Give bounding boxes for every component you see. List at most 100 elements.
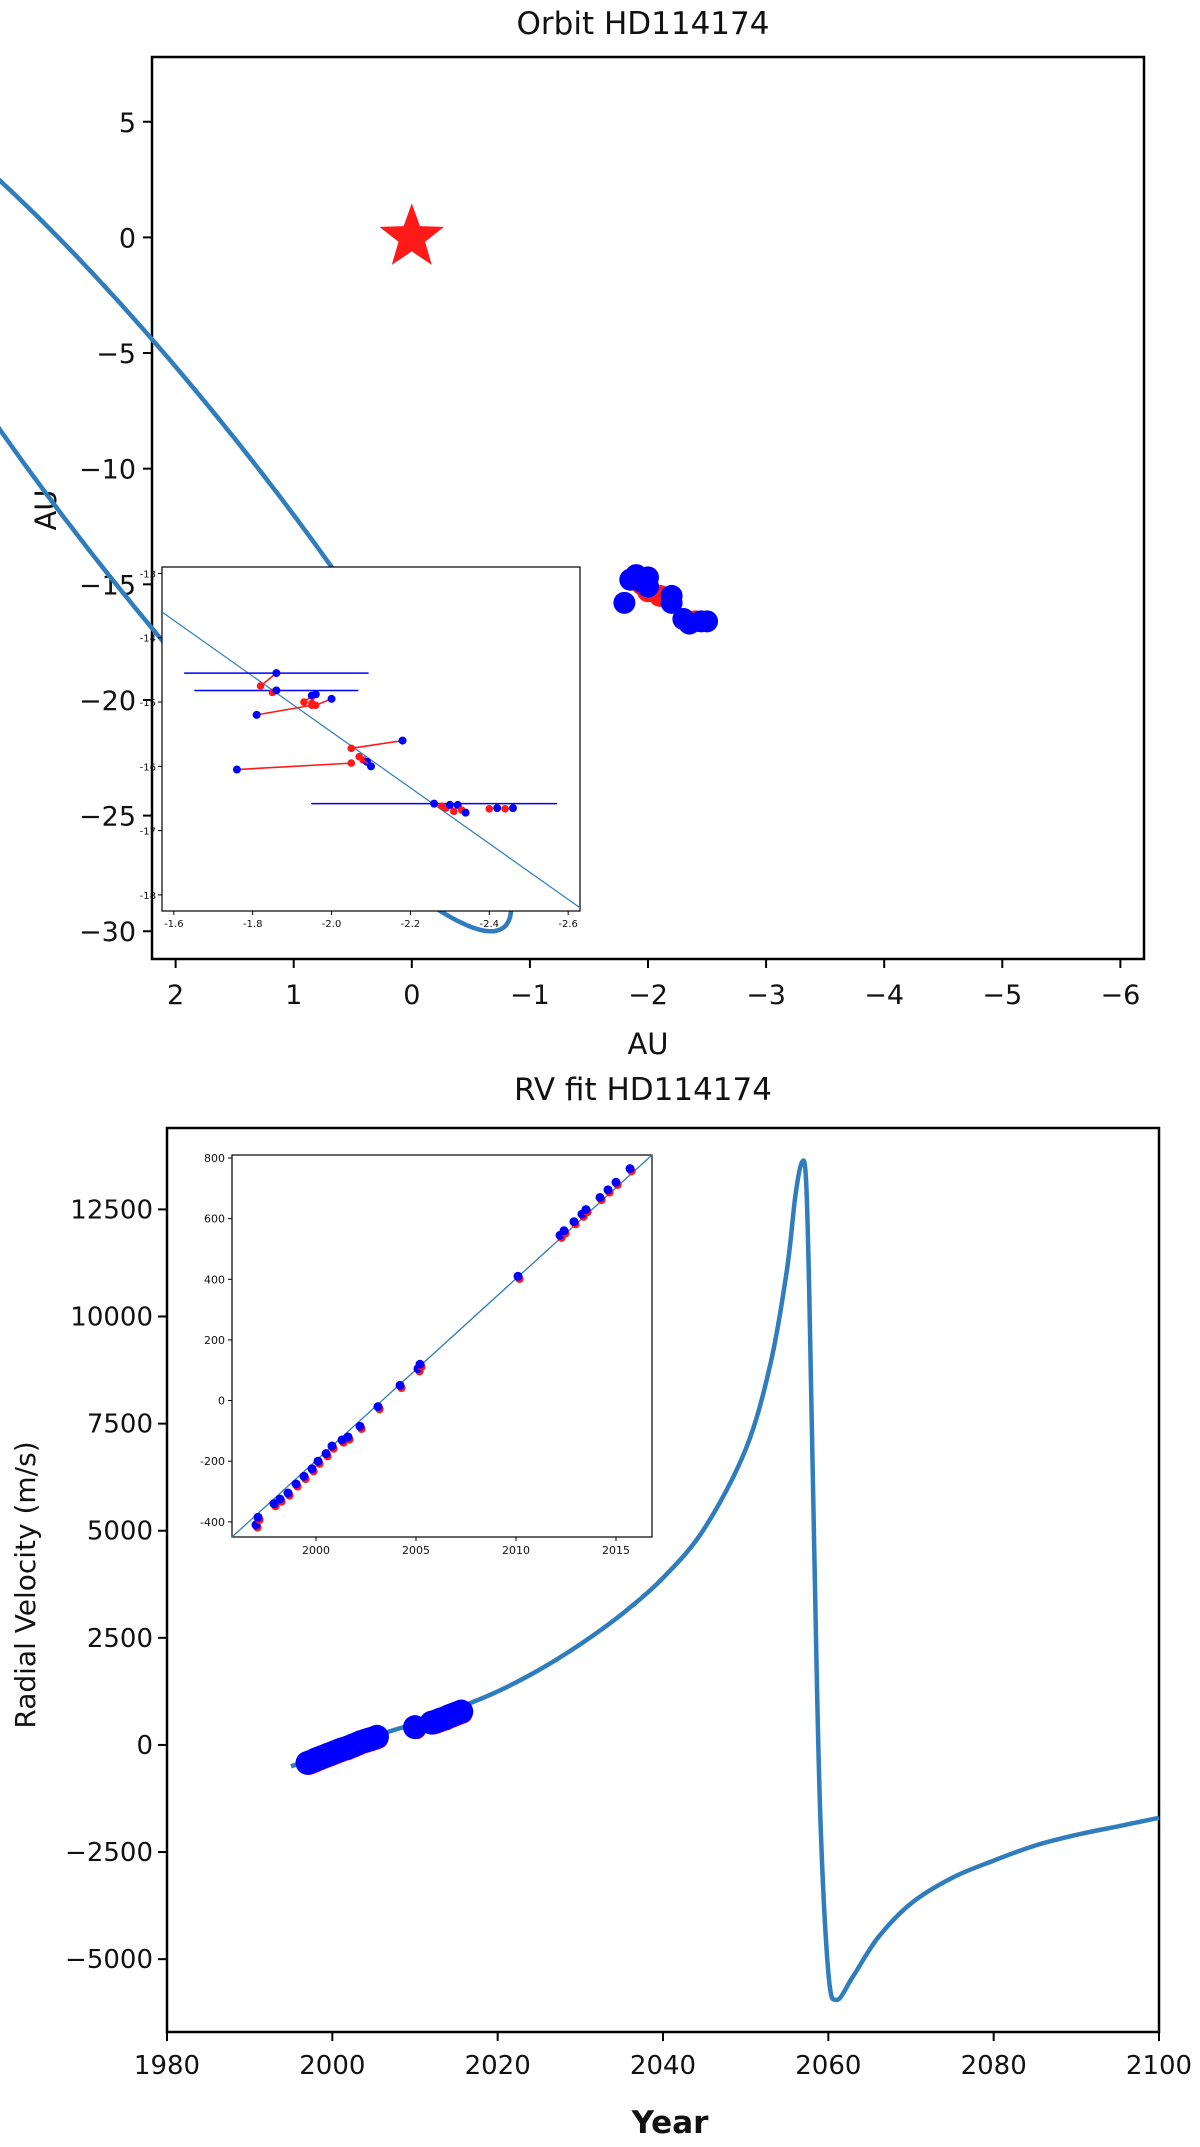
rv-inset-y-tick-label: 0 [218,1395,225,1408]
orbit-inset-observed-point [398,736,407,745]
rv-x-ticks: 1980 2000 2020 2040 2060 2080 2100 [134,2032,1192,2081]
rv-y-axis-label: Radial Velocity (m/s) [9,1441,42,1728]
orbit-inset-model-point [438,802,446,810]
orbit-inset-model-point [347,744,356,753]
orbit-x-tick-label: 1 [285,980,302,1011]
orbit-y-tick-label: −30 [79,917,136,948]
rv-x-tick-label: 2000 [299,2051,365,2081]
orbit-x-tick-label: −1 [510,980,550,1011]
orbit-inset: -1.6 -1.8 -2.0 -2.2 -2.4 -2.6 -13 -14 -15 -16 -17 -… [140,566,581,930]
rv-inset-plot [231,1154,653,1538]
rv-inset-observed-point [559,1226,569,1236]
orbit-x-ticks: 2 1 0 −1 −2 −3 −4 −5 −6 [167,959,1140,1011]
orbit-inset-model-point [501,804,509,813]
rv-y-tick-label: 7500 [87,1410,153,1440]
host-star-marker [379,203,445,265]
orbit-inset-observed-point [232,765,241,774]
orbit-x-tick-label: −3 [746,980,786,1011]
orbit-y-ticks: 50−5−10−15−20−25−30 [79,108,152,948]
orbit-inset-observed-point [327,694,336,703]
rv-inset-y-tick-label: 600 [204,1213,225,1226]
orbit-inset-observed-point [508,804,517,813]
orbit-inset-ticks: -1.6 -1.8 -2.0 -2.2 -2.4 -2.6 -13 -14 -15 -16 -17 -… [140,569,578,930]
rv-inset-y-tick-label: -400 [200,1516,225,1529]
rv-x-tick-label: 2040 [630,2051,696,2081]
orbit-y-tick-label: −10 [79,455,136,486]
rv-inset-observed-point [569,1217,579,1227]
rv-inset-observed-point [321,1449,331,1459]
rv-y-tick-label: −5000 [65,1945,153,1975]
orbit-inset-frame [161,566,581,912]
rv-x-tick-label: 2020 [465,2051,531,2081]
rv-inset-x-tick-label: 2000 [302,1544,330,1557]
rv-x-tick-label: 2100 [1126,2051,1192,2081]
rv-title: RV fit HD114174 [514,1072,772,1108]
rv-inset-x-tick-label: 2015 [602,1544,630,1557]
orbit-inset-x-tick-label: -2.0 [322,919,342,930]
rv-inset-y-tick-label: 800 [204,1152,225,1165]
rv-inset-observed-point [327,1441,337,1451]
orbit-observed-point [613,591,636,614]
rv-inset-observed-point [581,1205,591,1215]
rv-x-tick-label: 2060 [795,2051,861,2081]
orbit-inset-observed-point [272,669,281,678]
orbit-inset-observed-point [311,690,320,699]
orbit-inset-observed-point [430,799,439,808]
orbit-inset-x-tick-label: -1.6 [164,919,184,930]
rv-y-tick-label: 10000 [70,1303,153,1333]
rv-inset-y-tick-label: -200 [200,1455,225,1468]
orbit-inset-x-tick-label: -1.8 [243,919,263,930]
rv-observed-point [449,1699,474,1724]
rv-inset-observed-point [355,1421,365,1431]
orbit-inset-observed-point [252,710,261,719]
orbit-inset-model-point [347,759,356,767]
orbit-inset-residual-line [351,739,403,750]
rv-inset-observed-point [513,1271,523,1281]
rv-inset-observed-point [307,1464,317,1474]
orbit-inset-fit-line [161,611,581,909]
orbit-inset-x-tick-label: -2.6 [558,919,578,930]
orbit-inset-residual-line [236,762,352,771]
rv-y-tick-label: 0 [136,1731,153,1761]
orbit-observed-point [696,610,719,633]
rv-y-tick-label: −2500 [65,1838,153,1868]
orbit-inset-model-point [300,698,308,706]
rv-y-tick-label: 12500 [70,1195,153,1225]
orbit-x-tick-label: −5 [982,980,1022,1011]
orbit-y-tick-label: 0 [119,223,136,254]
orbit-inset-observed-point [493,804,502,813]
rv-inset-observed-point [373,1402,383,1412]
orbit-inset-observed-point [367,762,375,771]
orbit-inset-observed-point [445,800,454,809]
rv-inset-observed-point [415,1359,425,1369]
rv-inset-x-tick-label: 2005 [402,1544,430,1557]
orbit-inset-y-tick-label: -18 [140,891,156,902]
orbit-inset-observed-point [272,686,281,695]
rv-inset-observed-point [275,1494,285,1504]
orbit-inset-model-point [450,807,458,816]
orbit-y-tick-label: −5 [96,339,136,370]
rv-y-tick-label: 5000 [87,1517,153,1547]
rv-inset-observed-point [625,1164,635,1174]
rv-x-axis-label: Year [631,2105,710,2141]
rv-inset-y-tick-label: 400 [204,1273,225,1286]
orbit-inset-y-tick-label: -13 [140,569,156,580]
orbit-inset-model-point [355,752,363,761]
orbit-inset-model-point [308,701,316,710]
rv-inset-x-tick-label: 2010 [502,1544,530,1557]
orbit-inset-model-point [256,682,265,690]
rv-model-curve [290,1158,1160,2003]
orbit-inset-observed-point [461,808,470,817]
orbit-y-tick-label: 5 [119,108,136,139]
rv-inset-observed-point [291,1479,301,1489]
rv-inset-observed-point [603,1185,613,1195]
orbit-y-tick-label: −25 [79,802,136,833]
rv-y-ticks: 12500 10000 7500 5000 2500 0 −2500 −5000 [65,1195,167,1975]
rv-inset-observed-point [253,1512,263,1522]
orbit-inset-y-tick-label: -16 [140,762,156,773]
orbit-title: Orbit HD114174 [517,6,770,42]
orbit-inset-y-tick-label: -15 [140,698,156,709]
rv-inset-observed-point [313,1456,323,1466]
